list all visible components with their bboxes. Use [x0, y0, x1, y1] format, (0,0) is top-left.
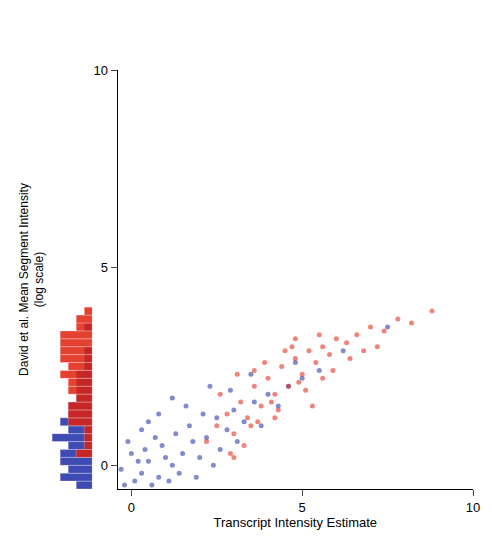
svg-text:10: 10 [94, 63, 108, 78]
svg-text:10: 10 [466, 500, 480, 515]
svg-text:0: 0 [128, 500, 135, 515]
svg-text:Transcript Intensity Estimate: Transcript Intensity Estimate [214, 515, 378, 530]
svg-text:5: 5 [101, 260, 108, 275]
svg-text:5: 5 [299, 500, 306, 515]
svg-text:0: 0 [101, 458, 108, 473]
svg-text:David et al. Mean Segment Inte: David et al. Mean Segment Intensity(log … [17, 183, 47, 376]
